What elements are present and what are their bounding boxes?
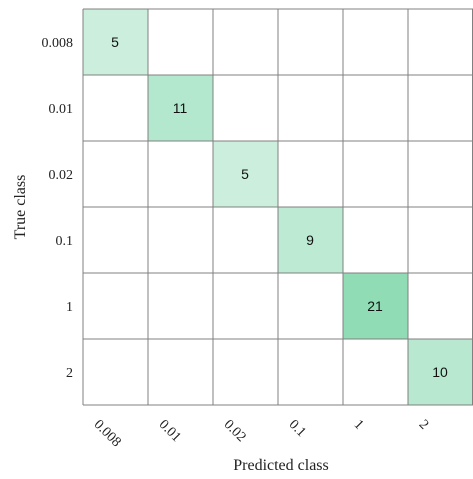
x-tick-label-4: 1 <box>351 417 367 433</box>
x-axis-label: Predicted class <box>233 457 329 474</box>
x-tick-label-0: 0.008 <box>91 417 124 450</box>
heatmap-cell-1-5 <box>408 75 473 141</box>
x-tick-label-5: 2 <box>416 417 432 433</box>
cell-value-label-5-5: 10 <box>432 364 448 380</box>
y-tick-label-5: 2 <box>66 366 73 381</box>
heatmap-cell-5-5 <box>408 339 473 405</box>
heatmap-cell-5-1 <box>148 339 213 405</box>
cell-value-label-1-1: 11 <box>173 100 188 116</box>
heatmap-cell-0-3 <box>278 9 343 75</box>
heatmap-cell-0-2 <box>213 9 278 75</box>
y-tick-label-3: 0.1 <box>56 234 74 249</box>
heatmap-cell-1-3 <box>278 75 343 141</box>
heatmap-cell-1-2 <box>213 75 278 141</box>
heatmap-cell-2-2 <box>213 141 278 207</box>
heatmap-cell-5-3 <box>278 339 343 405</box>
heatmap-cell-1-1 <box>148 75 213 141</box>
heatmap-cell-4-3 <box>278 273 343 339</box>
cell-value-label-3-3: 9 <box>306 232 314 248</box>
heatmap-cell-5-2 <box>213 339 278 405</box>
grid-lines <box>82 8 473 406</box>
heatmap-cell-2-3 <box>278 141 343 207</box>
cell-value-label-4-4: 21 <box>367 298 383 314</box>
heatmap-cell-5-4 <box>343 339 408 405</box>
y-tick-labels: 0.008 0.01 0.02 0.1 1 2 <box>42 36 74 381</box>
heatmap-cell-4-1 <box>148 273 213 339</box>
heatmap-cell-3-5 <box>408 207 473 273</box>
x-tick-label-2: 0.02 <box>221 417 249 445</box>
heatmap-cell-5-0 <box>83 339 148 405</box>
heatmap-cell-3-2 <box>213 207 278 273</box>
heatmap-cell-0-5 <box>408 9 473 75</box>
y-tick-label-0: 0.008 <box>42 36 74 51</box>
heatmap-cell-0-0 <box>83 9 148 75</box>
y-tick-label-1: 0.01 <box>49 102 74 117</box>
heatmap-cell-0-4 <box>343 9 408 75</box>
heatmap-cell-0-1 <box>148 9 213 75</box>
heatmap-cell-2-4 <box>343 141 408 207</box>
heatmap-cell-3-0 <box>83 207 148 273</box>
y-tick-label-4: 1 <box>66 300 73 315</box>
heatmap-cells: 5 11 5 9 21 10 <box>83 9 473 405</box>
heatmap-cell-4-0 <box>83 273 148 339</box>
heatmap-cell-2-5 <box>408 141 473 207</box>
heatmap-cell-2-1 <box>148 141 213 207</box>
heatmap-cell-4-4 <box>343 273 408 339</box>
cell-value-label-2-2: 5 <box>241 166 249 182</box>
heatmap-cell-3-3 <box>278 207 343 273</box>
heatmap-cell-3-1 <box>148 207 213 273</box>
x-tick-label-3: 0.1 <box>286 417 309 440</box>
heatmap-cell-4-5 <box>408 273 473 339</box>
x-tick-labels: 0.008 0.01 0.02 0.1 1 2 <box>91 417 432 450</box>
heatmap-cell-3-4 <box>343 207 408 273</box>
heatmap-cell-1-4 <box>343 75 408 141</box>
cell-value-label-0-0: 5 <box>111 34 119 50</box>
heatmap-cell-1-0 <box>83 75 148 141</box>
y-tick-label-2: 0.02 <box>49 168 74 183</box>
heatmap-cell-2-0 <box>83 141 148 207</box>
heatmap-cell-4-2 <box>213 273 278 339</box>
y-axis-label: True class <box>12 175 29 240</box>
x-tick-label-1: 0.01 <box>156 417 184 445</box>
